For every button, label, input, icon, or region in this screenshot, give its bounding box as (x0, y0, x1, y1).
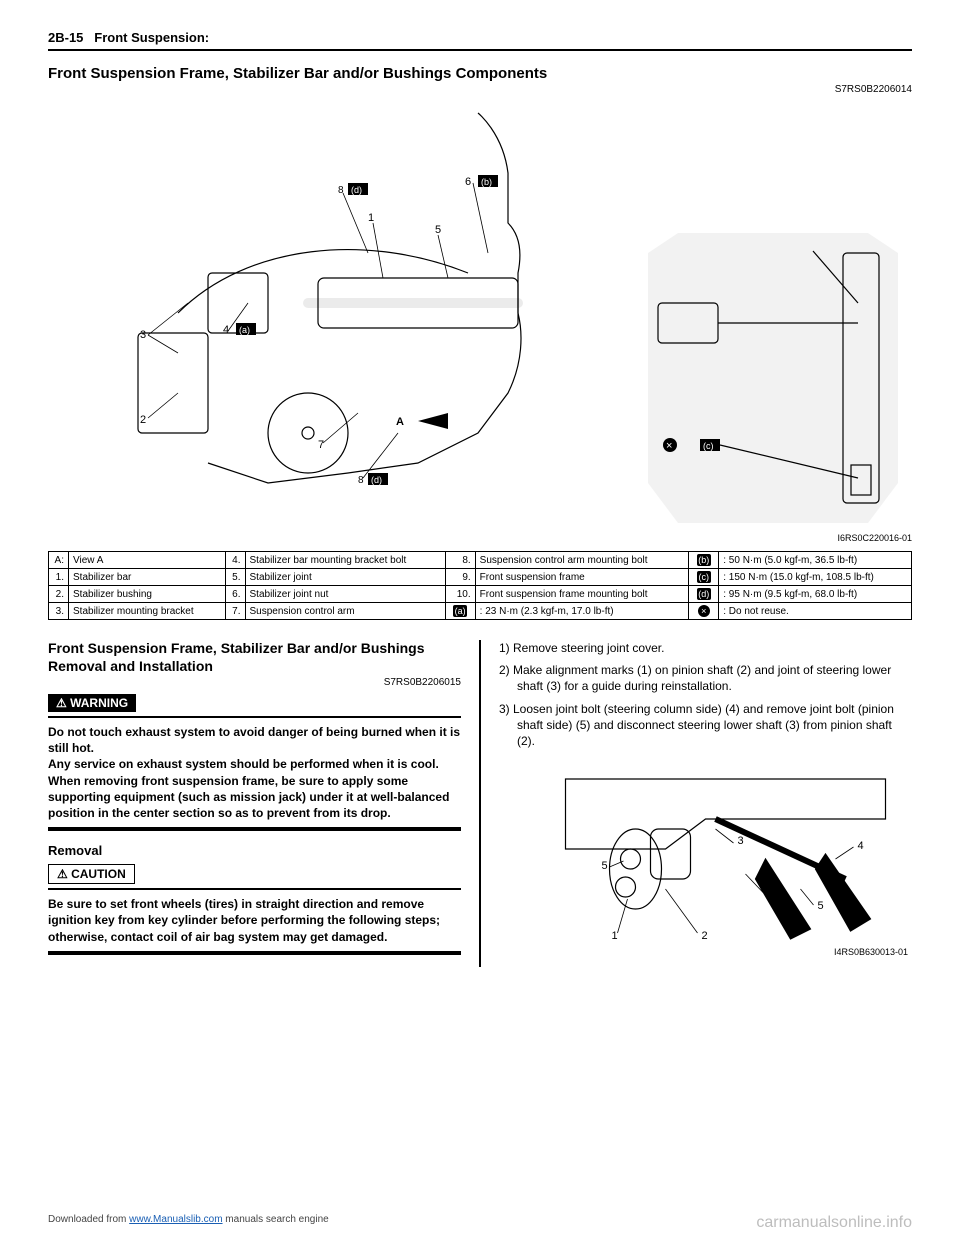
svg-text:3: 3 (140, 329, 146, 341)
diagram-code-2: I4RS0B630013-01 (834, 947, 908, 957)
ref-code-2: S7RS0B2206015 (48, 677, 461, 688)
table-cell: 1. (49, 569, 69, 586)
svg-text:8: 8 (358, 475, 364, 486)
caution-rule-top (48, 888, 461, 890)
table-cell: 4. (225, 552, 245, 569)
caution-text: Be sure to set front wheels (tires) in s… (48, 896, 461, 945)
table-row: 2.Stabilizer bushing6.Stabilizer joint n… (49, 586, 912, 603)
svg-text:×: × (666, 440, 672, 452)
table-cell: : 23 N·m (2.3 kgf-m, 17.0 lb-ft) (475, 603, 689, 620)
page-footer: Downloaded from www.Manualslib.com manua… (48, 1214, 912, 1232)
section-title-removal-install: Front Suspension Frame, Stabilizer Bar a… (48, 640, 461, 675)
table-cell: 3. (49, 603, 69, 620)
table-cell: 6. (225, 586, 245, 603)
svg-text:4: 4 (223, 324, 229, 336)
svg-text:A: A (678, 214, 686, 226)
footer-left: Downloaded from www.Manualslib.com manua… (48, 1214, 329, 1232)
table-cell: × (689, 603, 719, 620)
table-cell: : Do not reuse. (719, 603, 912, 620)
diagram-code-1: I6RS0C220016-01 (837, 533, 912, 543)
svg-text:1: 1 (612, 930, 618, 942)
table-cell: Stabilizer bushing (69, 586, 226, 603)
components-diagram-svg: 8 (d) 1 5 4 (a) 3 2 7 6 (b) 8 (d) A (48, 103, 912, 543)
steering-joint-diagram: 3 4 5 3 5 1 2 I4RS0B630013-01 (499, 759, 912, 959)
warning-rule-top (48, 716, 461, 718)
step-2: 2) Make alignment marks (1) on pinion sh… (499, 662, 912, 694)
table-cell: Front suspension frame (475, 569, 689, 586)
table-cell: View A (69, 552, 226, 569)
warning-badge: WARNING (48, 694, 136, 712)
step-1: 1) Remove steering joint cover. (499, 640, 912, 656)
left-column: Front Suspension Frame, Stabilizer Bar a… (48, 640, 461, 967)
right-column: 1) Remove steering joint cover. 2) Make … (499, 640, 912, 967)
footer-left-pre: Downloaded from (48, 1214, 129, 1225)
table-cell: 9. (445, 569, 475, 586)
table-cell: Front suspension frame mounting bolt (475, 586, 689, 603)
table-cell: 8. (445, 552, 475, 569)
table-cell: : 150 N·m (15.0 kgf-m, 108.5 lb-ft) (719, 569, 912, 586)
table-cell: (c) (689, 569, 719, 586)
svg-text:5: 5 (435, 224, 441, 236)
table-cell: Suspension control arm (245, 603, 445, 620)
table-cell: 7. (225, 603, 245, 620)
table-cell: : 50 N·m (5.0 kgf-m, 36.5 lb-ft) (719, 552, 912, 569)
caution-rule-bottom (48, 951, 461, 955)
two-column-section: Front Suspension Frame, Stabilizer Bar a… (48, 640, 912, 967)
table-cell: Stabilizer joint nut (245, 586, 445, 603)
table-cell: 10. (445, 586, 475, 603)
column-divider (479, 640, 481, 967)
svg-text:1: 1 (368, 212, 374, 224)
svg-text:7: 7 (318, 439, 324, 451)
footer-right: carmanualsonline.info (756, 1214, 912, 1232)
step-3: 3) Loosen joint bolt (steering column si… (499, 701, 912, 750)
svg-text:6: 6 (465, 176, 471, 188)
table-cell: 2. (49, 586, 69, 603)
svg-text:A: A (396, 416, 404, 428)
section-title-components: Front Suspension Frame, Stabilizer Bar a… (48, 65, 912, 82)
table-cell: (b) (689, 552, 719, 569)
manualslib-link[interactable]: www.Manualslib.com (129, 1214, 222, 1225)
table-cell: Stabilizer bar mounting bracket bolt (245, 552, 445, 569)
svg-text:5: 5 (602, 860, 608, 872)
warning-rule-bottom (48, 827, 461, 831)
svg-text:(c): (c) (703, 441, 714, 451)
svg-text:2: 2 (140, 414, 146, 426)
footer-left-post: manuals search engine (223, 1214, 329, 1225)
table-cell: : 95 N·m (9.5 kgf-m, 68.0 lb-ft) (719, 586, 912, 603)
table-cell: 5. (225, 569, 245, 586)
svg-text:2: 2 (702, 930, 708, 942)
table-row: A:View A4.Stabilizer bar mounting bracke… (49, 552, 912, 569)
steering-joint-svg: 3 4 5 3 5 1 2 (499, 759, 912, 959)
table-cell: (a) (445, 603, 475, 620)
table-row: 1.Stabilizer bar5.Stabilizer joint9.Fron… (49, 569, 912, 586)
svg-text:(a): (a) (239, 325, 250, 335)
table-cell: Stabilizer mounting bracket (69, 603, 226, 620)
svg-text:(d): (d) (371, 475, 382, 485)
svg-text:8: 8 (338, 185, 344, 196)
svg-text:4: 4 (858, 840, 864, 852)
table-cell: Suspension control arm mounting bolt (475, 552, 689, 569)
table-cell: A: (49, 552, 69, 569)
svg-text:5: 5 (818, 900, 824, 912)
table-cell: (d) (689, 586, 719, 603)
table-cell: Stabilizer joint (245, 569, 445, 586)
parts-table: A:View A4.Stabilizer bar mounting bracke… (48, 551, 912, 620)
warning-text: Do not touch exhaust system to avoid dan… (48, 724, 461, 821)
svg-text:(b): (b) (481, 177, 492, 187)
svg-text:3: 3 (768, 888, 774, 900)
page-ref: 2B-15 (48, 30, 83, 45)
step-list: 1) Remove steering joint cover. 2) Make … (499, 640, 912, 749)
svg-text:(d): (d) (351, 185, 362, 195)
ref-code-1: S7RS0B2206014 (48, 84, 912, 95)
caution-badge: CAUTION (48, 864, 135, 884)
table-cell: Stabilizer bar (69, 569, 226, 586)
page-section: Front Suspension: (94, 30, 209, 45)
svg-text:3: 3 (738, 835, 744, 847)
components-diagram: 8 (d) 1 5 4 (a) 3 2 7 6 (b) 8 (d) A (48, 103, 912, 543)
table-row: 3.Stabilizer mounting bracket7.Suspensio… (49, 603, 912, 620)
page-header: 2B-15 Front Suspension: (48, 30, 912, 51)
removal-heading: Removal (48, 843, 461, 858)
